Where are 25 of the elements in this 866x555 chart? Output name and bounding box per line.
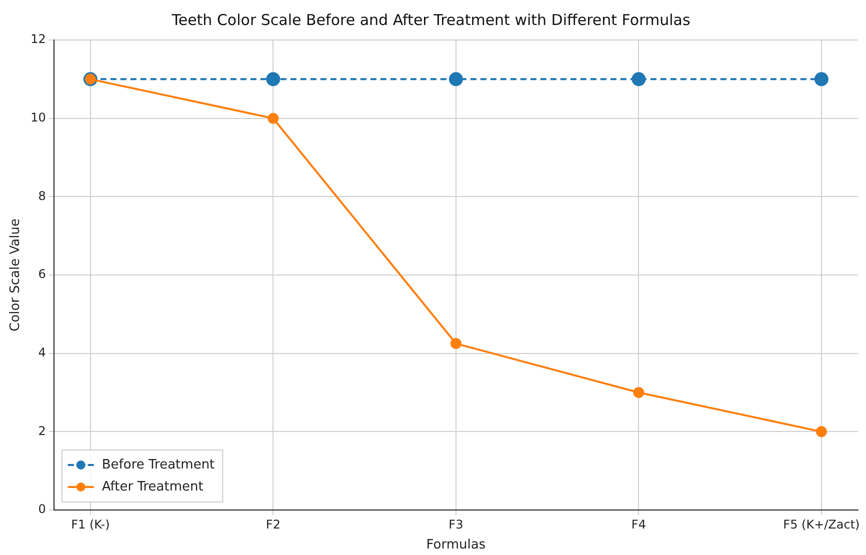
x-tick-label: F5 (K+/Zact) [783, 517, 860, 532]
x-axis-title: Formulas [426, 538, 486, 553]
x-tick-label: F2 [266, 517, 280, 532]
y-tick-label: 10 [30, 110, 46, 124]
point [816, 426, 827, 438]
x-tick-label: F3 [448, 517, 464, 532]
point [633, 387, 644, 398]
x-tick-label: F1 (K-) [71, 517, 110, 532]
point [448, 72, 463, 86]
y-tick-label: 0 [38, 502, 46, 516]
y-tick-label: 6 [38, 267, 46, 282]
point [268, 112, 279, 124]
legend-label: After Treatment [102, 479, 204, 494]
legend-label: Before Treatment [102, 457, 215, 472]
y-tick-label: 8 [38, 188, 46, 203]
chart-title: Teeth Color Scale Before and After Treatment with Different Formulas [170, 10, 690, 29]
x-tick-label: F4 [631, 517, 646, 532]
point [266, 72, 280, 86]
y-axis-title: Color Scale Value [8, 218, 24, 332]
point [814, 72, 828, 86]
y-tick-label: 12 [30, 32, 46, 46]
point [450, 338, 462, 350]
point [632, 72, 646, 86]
y-tick-label: 2 [38, 424, 46, 438]
y-tick-label: 4 [38, 345, 46, 360]
